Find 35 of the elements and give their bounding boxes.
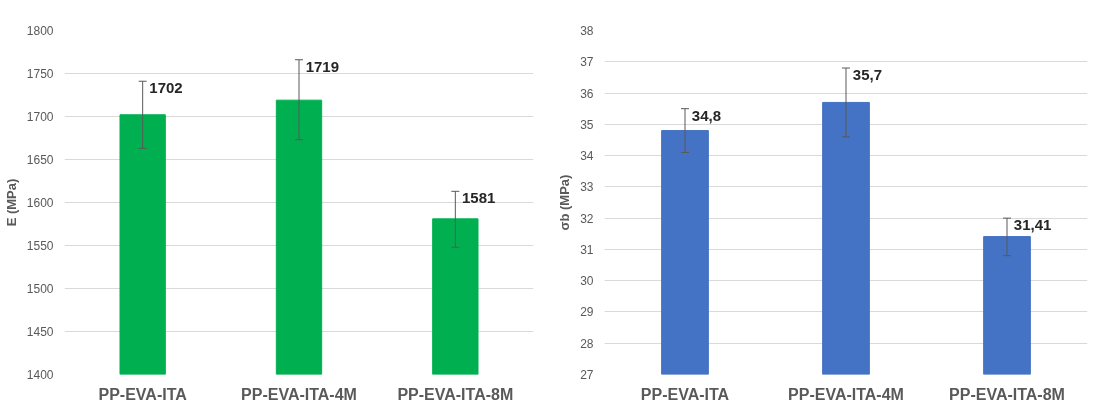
y-tick-label: 31: [580, 242, 594, 257]
data-label: 34,8: [691, 106, 722, 124]
y-tick-label: 1650: [26, 153, 54, 167]
y-axis-title: E (MPa): [3, 178, 19, 227]
data-label: 31,41: [1013, 216, 1052, 234]
y-tick-label: 32: [580, 211, 594, 226]
data-label: 1581: [462, 189, 496, 207]
y-tick-label: 35: [580, 117, 594, 132]
y-tick-label: 30: [580, 274, 594, 289]
data-label: 35,7: [852, 66, 883, 84]
y-tick-label: 1600: [26, 196, 54, 210]
y-tick-label: 1550: [26, 239, 54, 253]
x-tick-label: PP-EVA-ITA: [98, 385, 188, 403]
y-tick-label: 1700: [26, 110, 54, 124]
y-tick-label: 1800: [26, 24, 54, 38]
x-tick-label: PP-EVA-ITA-8M: [949, 385, 1065, 403]
y-tick-label: 1450: [26, 325, 54, 339]
y-tick-label: 37: [580, 55, 594, 70]
x-tick-label: PP-EVA-ITA-4M: [788, 385, 904, 403]
y-tick-label: 36: [580, 86, 594, 101]
y-tick-label: 29: [580, 305, 594, 320]
x-tick-label: PP-EVA-ITA-4M: [241, 385, 357, 403]
y-tick-label: 38: [580, 24, 594, 38]
y-tick-label: 27: [580, 368, 594, 382]
y-tick-label: 28: [580, 336, 594, 351]
y-tick-label: 34: [580, 149, 594, 164]
y-tick-label: 1750: [26, 67, 54, 81]
data-label: 1719: [305, 57, 340, 75]
y-tick-label: 1400: [26, 368, 54, 382]
data-label: 1702: [149, 79, 183, 97]
y-tick-label: 1500: [26, 282, 54, 296]
y-tick-label: 33: [580, 180, 594, 195]
y-axis-title: σb (MPa): [557, 174, 573, 231]
x-tick-label: PP-EVA-ITA: [640, 385, 730, 403]
x-tick-label: PP-EVA-ITA-8M: [397, 385, 514, 403]
